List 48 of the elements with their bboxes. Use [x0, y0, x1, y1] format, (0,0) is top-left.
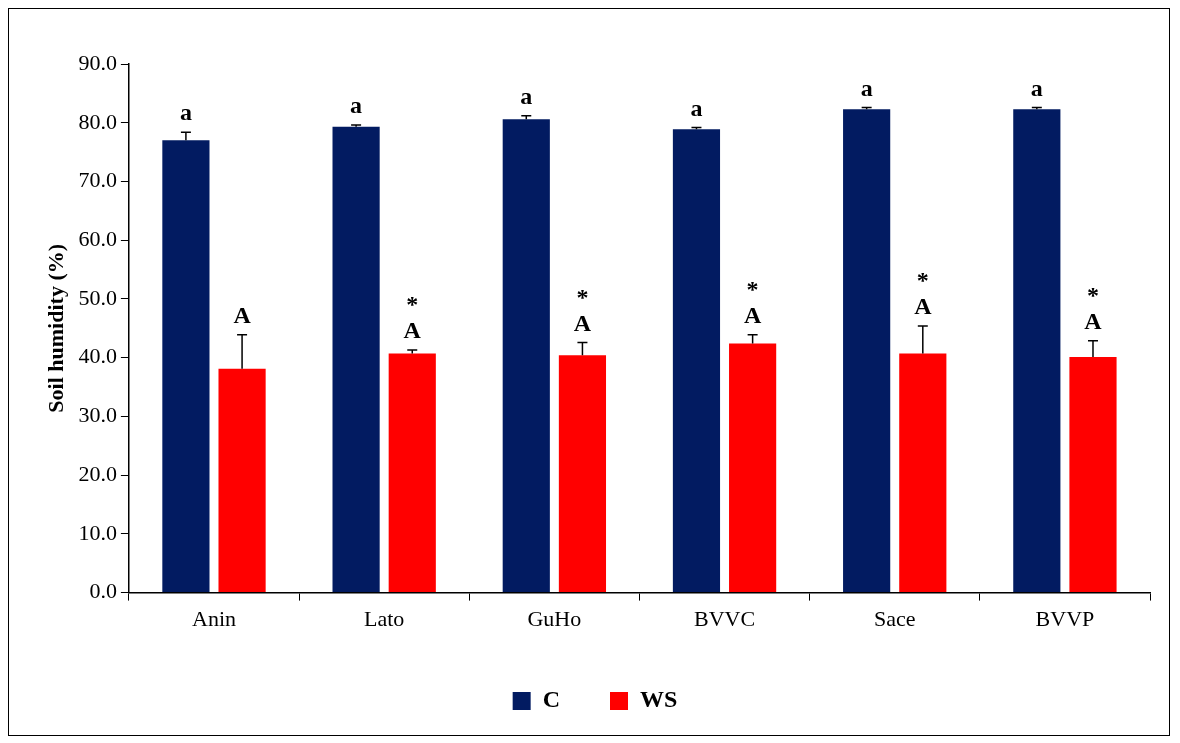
y-tick-label: 80.0: [78, 108, 117, 134]
annotation: A: [403, 317, 422, 344]
x-tick-label: Lato: [364, 605, 405, 631]
annotation: A: [914, 293, 933, 320]
annotation: A: [573, 309, 592, 336]
x-tick-label: BVVC: [693, 605, 756, 631]
y-tick-label: 0.0: [89, 578, 117, 604]
annotation: *: [916, 267, 929, 294]
y-axis-title: Soil humidity (%): [42, 243, 68, 413]
bar: [388, 353, 436, 593]
annotation: *: [1086, 281, 1099, 308]
x-tick-label: Anin: [191, 605, 236, 631]
y-tick-label: 40.0: [78, 343, 117, 369]
bar: [502, 119, 550, 593]
y-tick-label: 50.0: [78, 284, 117, 310]
legend-label: C: [542, 686, 560, 713]
x-tick-label: BVVP: [1035, 605, 1095, 631]
bar: [899, 353, 947, 593]
bar: [1013, 109, 1061, 593]
annotation: a: [350, 92, 363, 119]
annotation: *: [576, 283, 589, 310]
annotation: a: [179, 99, 192, 126]
y-tick-label: 10.0: [78, 519, 117, 545]
bar: [1069, 357, 1117, 593]
x-tick-label: GuHo: [527, 605, 582, 631]
annotation: A: [233, 301, 252, 328]
bar: [843, 109, 891, 593]
annotation: *: [406, 291, 419, 318]
bar: [218, 368, 266, 593]
annotation: a: [1030, 74, 1043, 101]
y-tick-label: 60.0: [78, 225, 117, 251]
bar: [672, 129, 721, 593]
y-tick-label: 30.0: [78, 402, 117, 428]
y-tick-label: 20.0: [78, 460, 117, 486]
y-tick-label: 90.0: [78, 49, 117, 75]
bar: [729, 343, 777, 593]
annotation: A: [1084, 307, 1103, 334]
x-tick-label: Sace: [873, 605, 916, 631]
bar: [332, 126, 380, 593]
annotation: a: [520, 82, 533, 109]
annotation: A: [743, 301, 762, 328]
bar: [162, 140, 210, 593]
bar: [558, 355, 607, 593]
annotation: a: [690, 94, 703, 121]
legend-label: WS: [639, 686, 678, 713]
annotation: a: [860, 74, 873, 101]
annotation: *: [746, 275, 759, 302]
y-tick-label: 70.0: [78, 167, 117, 193]
